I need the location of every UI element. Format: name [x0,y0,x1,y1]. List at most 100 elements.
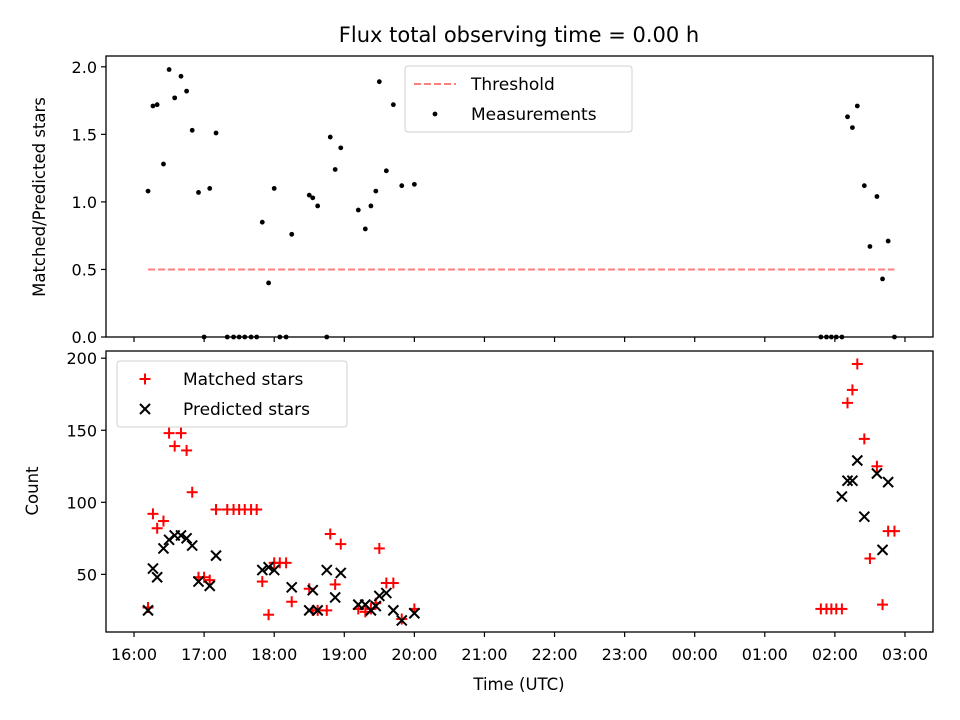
bottom-x-tick-label: 21:00 [461,645,507,664]
bottom-y-axis-label: Count [23,466,42,516]
measurement-point [854,103,860,109]
predicted-star-point [836,490,848,503]
chart-title: Flux total observing time = 0.00 h [339,23,699,47]
legend-matched-label: Matched stars [183,370,303,390]
bottom-x-tick-label: 01:00 [742,645,788,664]
measurement-point [259,219,265,225]
matched-star-point [396,613,408,625]
bottom-x-tick-label: 02:00 [812,645,858,664]
matched-star-point [163,427,175,439]
predicted-star-point-b [303,604,315,617]
top-y-tick-label: 0.0 [72,328,97,347]
measurement-point [850,125,855,131]
legend-predicted-marker [139,403,151,415]
predicted-star-point [303,604,315,617]
measurement-point [327,134,333,140]
predicted-star-point-b [329,591,341,604]
predicted-star-point-b [396,614,408,627]
matched-star-point [186,486,198,498]
top-y-tick-label: 1.0 [72,193,97,212]
matched-star-point [280,557,292,569]
matched-star-point [387,577,399,589]
predicted-star-point-b [876,544,889,556]
predicted-star-point-b [858,511,871,523]
predicted-star-point [858,511,871,523]
measurement-point [289,231,295,237]
predicted-star-point [387,604,400,617]
predicted-star-point [329,591,341,604]
top-x-ticks [133,337,906,342]
matched-star-point [841,397,853,409]
predicted-star-point [876,544,889,556]
predicted-star-point [311,604,324,617]
measurement-point [867,244,873,249]
measurement-point [271,185,277,191]
measurement-point [184,88,189,94]
matched-star-point [324,528,336,540]
predicted-star-point [157,542,170,555]
measurement-point [178,73,184,79]
measurement-point [880,276,885,282]
predicted-star-point [151,571,163,583]
matched-star-point [888,525,900,537]
bottom-legend: Matched stars Predicted stars [116,360,348,428]
predicted-star-point-b [836,490,848,503]
measurement-point [266,280,271,286]
legend-measurements-label: Measurements [471,105,597,125]
top-plot-area [145,67,897,340]
predicted-star-point [286,581,298,594]
predicted-star-point [262,561,275,573]
measurement-point [172,95,178,101]
top-y-axis-label: Matched/Predicted stars [30,97,49,297]
top-axes-frame [105,55,934,338]
measurement-point [368,203,374,209]
predicted-star-point-b [186,539,198,552]
measurement-point [338,145,344,151]
matched-star-point [157,515,169,527]
legend-predicted-marker-b [139,403,151,415]
measurement-point [154,102,160,108]
matched-star-point [871,460,883,472]
bottom-x-tick-label: 22:00 [531,645,577,664]
matched-star-point [181,444,193,456]
measurement-point [373,188,379,194]
predicted-star-point-b [192,575,205,588]
predicted-star-point [396,614,408,627]
predicted-star-point-b [147,562,159,575]
matched-star-point [864,553,876,565]
legend-predicted-swatch [139,403,151,415]
bottom-x-tick-label: 03:00 [882,645,928,664]
matched-star-point [836,603,848,615]
predicted-star-point-b [151,571,163,583]
bottom-axes-frame [105,350,934,633]
measurement-point [399,183,405,189]
bottom-x-tick-label: 17:00 [181,645,227,664]
matched-star-point [858,433,870,445]
measurement-point [166,67,172,72]
predicted-star-point-b [204,580,216,592]
predicted-star-point-b [262,561,275,573]
matched-star-point [373,542,385,554]
predicted-star-point-b [157,542,170,555]
bottom-y-tick-label: 100 [66,493,97,512]
predicted-star-point [321,564,333,576]
measurement-point [362,226,368,232]
measurement-point [874,194,880,199]
predicted-star-point [180,532,193,545]
predicted-star-point [175,529,187,542]
predicted-star-point-b [359,598,372,611]
measurement-point [213,130,219,136]
legend-measurements-swatch [432,111,438,117]
predicted-star-point [373,590,386,602]
matched-star-point [169,440,181,452]
predicted-star-point-b [841,474,854,487]
predicted-star-point [268,564,280,576]
matched-star-point [329,578,341,590]
bottom-x-tick-label: 23:00 [602,645,648,664]
top-y-tick-label: 0.5 [72,260,97,279]
measurement-point [885,238,891,244]
predicted-star-point-b [335,567,347,579]
predicted-star-point [210,549,222,562]
predicted-star-point [142,604,154,617]
predicted-star-point-b [175,529,187,542]
